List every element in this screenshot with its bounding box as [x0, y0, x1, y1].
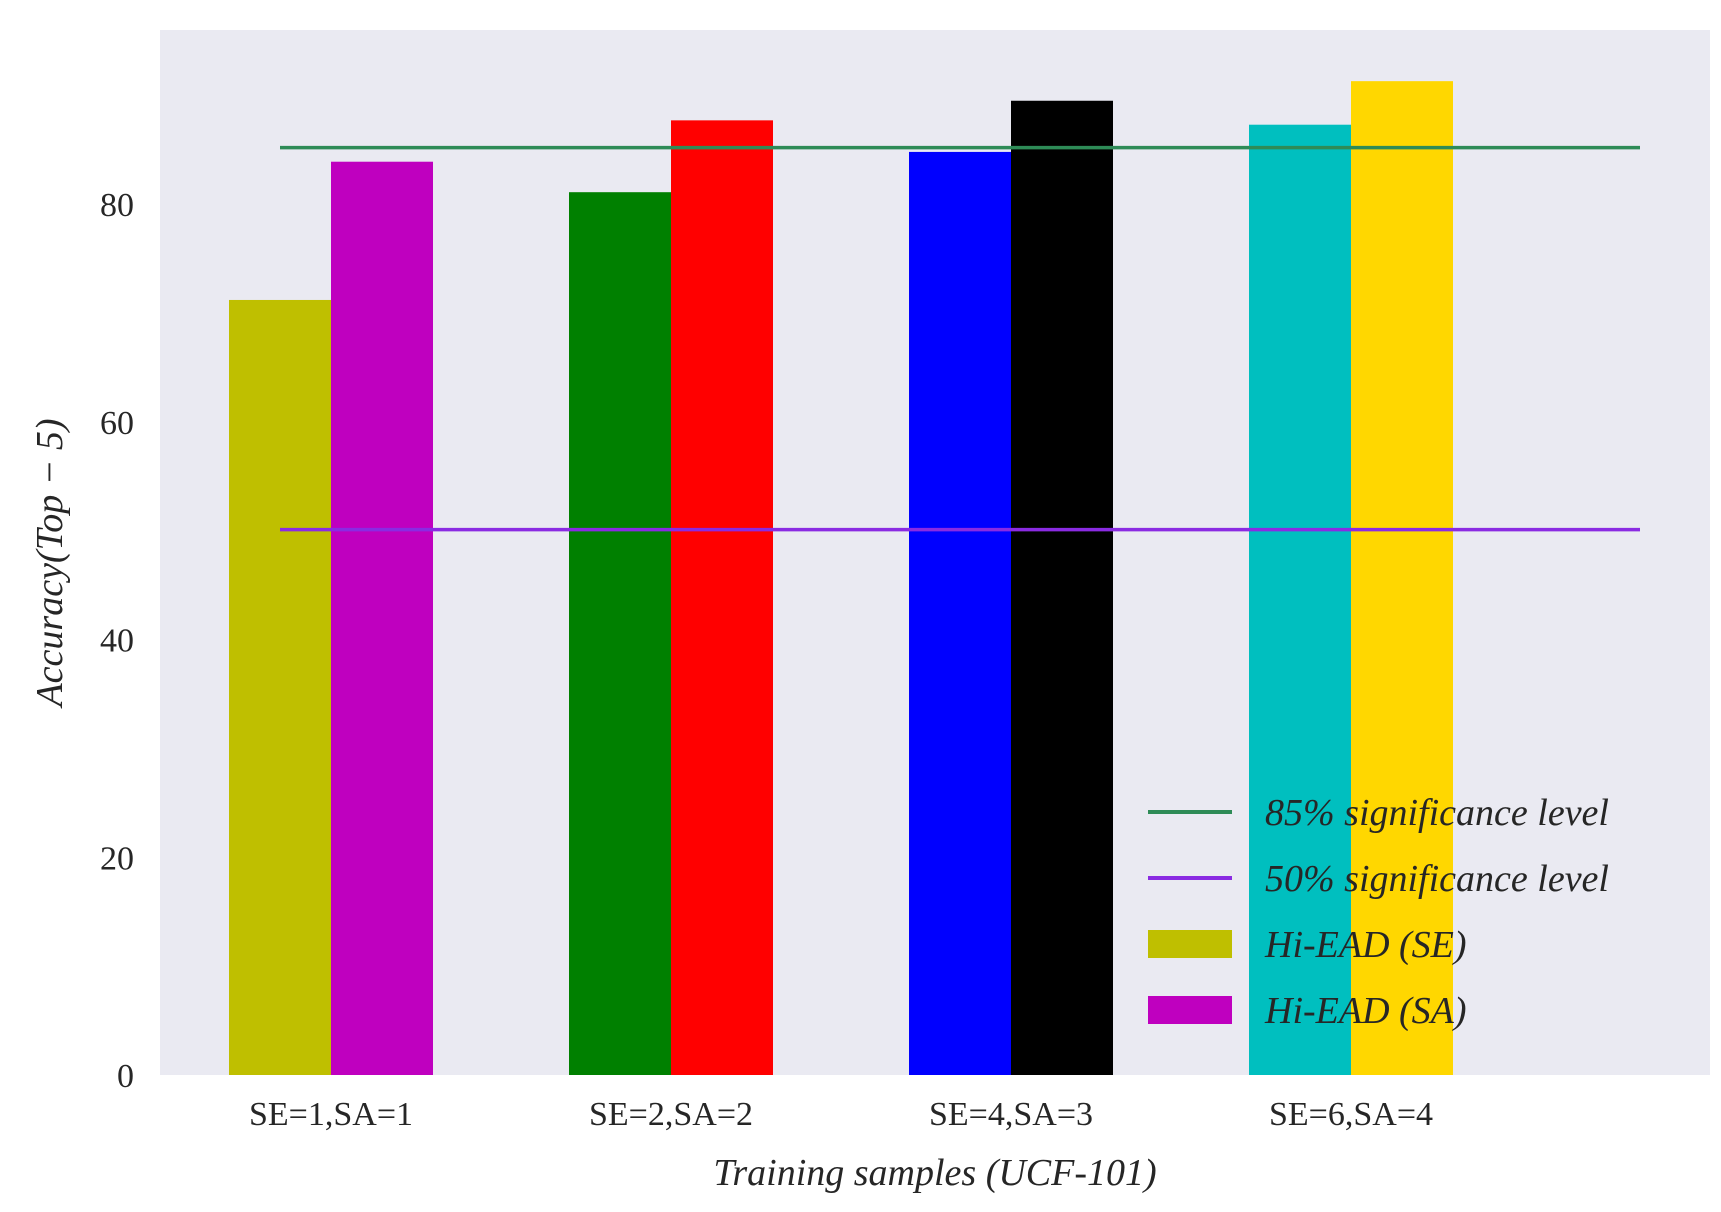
bar-se-4 — [1249, 124, 1351, 1075]
y-tick-label: 60 — [100, 405, 134, 442]
legend-label: 50% significance level — [1265, 858, 1609, 900]
reference-lines-group — [280, 145, 1640, 532]
legend-patch-swatch — [1148, 930, 1232, 958]
x-tick-label: SE=2,SA=2 — [589, 1096, 753, 1133]
y-axis-ticks: 0 20 40 60 80 — [100, 187, 134, 1095]
bar-sa-2 — [671, 120, 773, 1076]
x-tick-label: SE=1,SA=1 — [249, 1096, 413, 1133]
bar-se-3 — [909, 151, 1011, 1075]
y-tick-label: 40 — [100, 623, 134, 660]
legend-label: Hi-EAD (SE) — [1264, 924, 1467, 966]
bar-sa-4 — [1351, 81, 1453, 1076]
x-axis-label: Training samples (UCF-101) — [713, 1152, 1156, 1194]
bar-sa-1 — [331, 161, 433, 1075]
y-tick-label: 80 — [100, 187, 134, 224]
legend-patch-swatch — [1148, 996, 1232, 1024]
x-axis-ticks: SE=1,SA=1 SE=2,SA=2 SE=4,SA=3 SE=6,SA=4 — [249, 1096, 1433, 1133]
y-tick-label: 0 — [117, 1058, 134, 1095]
bar-sa-3 — [1011, 100, 1113, 1076]
legend: 85% significance level 50% significance l… — [1148, 792, 1609, 1032]
y-tick-label: 20 — [100, 840, 134, 877]
y-axis-label: Accuracy(Top − 5) — [29, 418, 71, 709]
bar-se-1 — [229, 299, 331, 1075]
x-tick-label: SE=6,SA=4 — [1269, 1096, 1433, 1133]
legend-label: 85% significance level — [1265, 792, 1609, 834]
x-tick-label: SE=4,SA=3 — [929, 1096, 1093, 1133]
legend-label: Hi-EAD (SA) — [1264, 990, 1467, 1032]
bar-se-2 — [569, 192, 671, 1076]
bars-group — [229, 81, 1453, 1076]
